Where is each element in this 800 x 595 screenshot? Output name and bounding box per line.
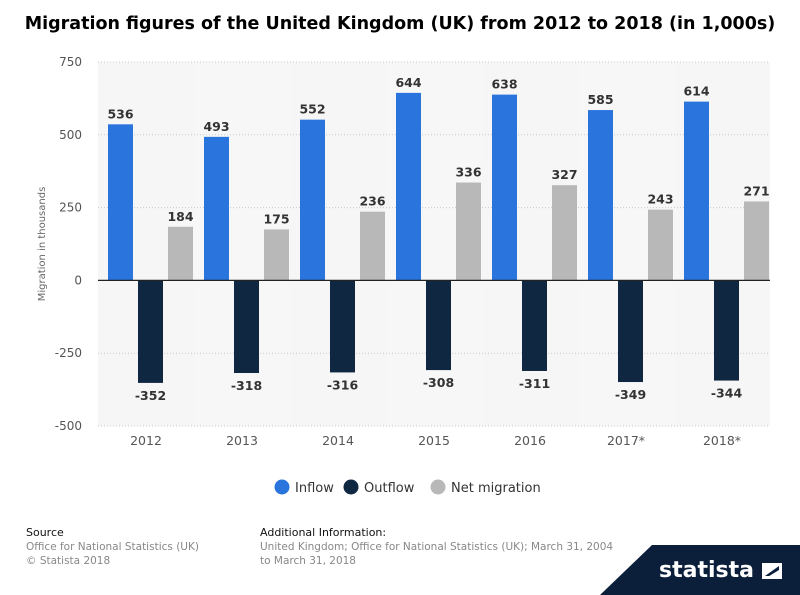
bar-inflow [300,119,325,281]
y-tick-label: -250 [55,346,82,360]
bar-net-migration [552,185,577,281]
legend-marker-inflow [274,479,290,495]
bar-inflow [684,101,709,281]
bar-outflow [618,280,643,383]
bar-outflow [714,280,739,381]
chart: 750 500 250 0 -250 -500 Migration in thousands… [37,55,770,496]
y-tick-label: -500 [55,419,82,433]
data-label: 536 [107,106,133,121]
source-heading: Source [26,526,64,539]
y-tick-label: 500 [59,128,82,142]
data-label: 243 [647,192,673,207]
legend-marker-net-migration [430,479,446,495]
legend-marker-outflow [343,479,359,495]
chart-title: Migration figures of the United Kingdom … [24,14,776,34]
data-label: 271 [743,183,769,198]
data-label: 644 [395,75,421,90]
x-tick-label: 2017* [607,433,645,448]
x-tick-label: 2015 [418,433,450,448]
bar-outflow [426,280,451,371]
data-label: 493 [203,119,229,134]
data-label: -308 [423,375,454,390]
bar-net-migration [264,229,289,281]
legend-label: Inflow [295,481,334,496]
data-label: 552 [299,102,325,117]
x-tick-label: 2018* [703,433,741,448]
data-label: 336 [455,165,481,180]
bar-outflow [330,280,355,373]
data-label: 184 [167,209,193,224]
y-tick-label: 750 [59,55,82,69]
additional-info-line: to March 31, 2018 [260,555,356,567]
bar-net-migration [648,209,673,281]
data-label: 327 [551,167,577,182]
bar-outflow [138,280,163,383]
bar-net-migration [168,226,193,281]
additional-info-block: Additional Information: United Kingdom; … [260,526,613,568]
bar-inflow [492,94,517,281]
x-tick-label: 2012 [130,433,162,448]
y-tick-label: 0 [74,273,82,287]
source-line: Office for National Statistics (UK) [26,541,199,553]
bar-inflow [588,110,613,281]
bar-net-migration [360,211,385,281]
bar-outflow [522,280,547,371]
data-label: -318 [231,378,262,393]
data-label: -352 [135,388,166,403]
data-label: 638 [491,77,517,92]
y-axis-label: Migration in thousands [37,187,48,302]
x-tick-label: 2014 [322,433,354,448]
bar-outflow [234,280,259,374]
y-tick-label: 250 [59,201,82,215]
x-tick-label: 2013 [226,433,258,448]
legend-label: Outflow [364,481,415,496]
bar-inflow [396,92,421,281]
data-label: -311 [519,376,550,391]
additional-info-heading: Additional Information: [260,526,387,539]
bar-inflow [204,136,229,281]
data-label: 236 [359,194,385,209]
statista-mark-icon [762,563,782,579]
data-label: -344 [711,386,743,401]
data-label: 585 [587,92,613,107]
data-label: -316 [327,377,359,392]
additional-info-line: United Kingdom; Office for National Stat… [260,541,614,553]
statista-logo-text[interactable]: statista [659,558,754,583]
bar-net-migration [456,182,481,281]
copyright-line: © Statista 2018 [26,555,111,567]
bar-net-migration [744,201,769,281]
data-label: -349 [615,387,646,402]
source-block: Source Office for National Statistics (U… [26,526,199,568]
legend-label: Net migration [451,481,541,496]
data-label: 175 [263,211,289,226]
x-tick-label: 2016 [514,433,546,448]
data-label: 614 [683,84,709,99]
bar-inflow [108,124,133,281]
